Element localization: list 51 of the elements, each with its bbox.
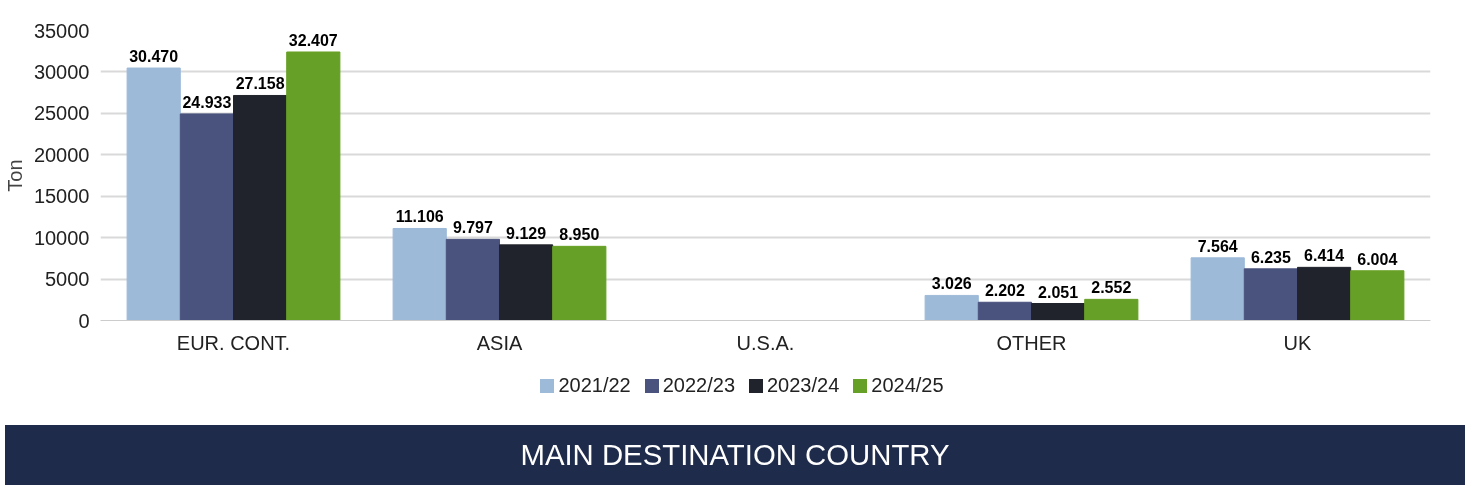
bar [1084,298,1139,321]
data-label: 9.129 [506,224,547,242]
x-tick-label: EUR. CONT. [176,331,291,354]
bar [286,51,341,321]
data-label: 32.407 [288,31,338,49]
bar [977,301,1032,321]
data-label: 27.158 [235,75,285,93]
bar [445,238,500,321]
data-label: 9.797 [452,219,494,237]
y-tick-label: 35000 [33,19,90,42]
data-label: 8.950 [559,226,600,244]
bar [126,67,181,321]
y-axis-title: Ton [3,159,26,192]
data-label: 30.470 [129,48,179,66]
bar [392,227,447,321]
data-label: 7.564 [1197,237,1238,255]
legend-label: 2023/24 [767,374,840,396]
data-label: 6.414 [1304,247,1345,265]
y-tick-label: 20000 [33,143,90,166]
text: MAIN DESTINATION COUNTRY [520,437,950,473]
data-label: 2.051 [1038,283,1079,301]
bar [552,245,607,321]
legend-label: 2021/22 [558,374,631,396]
data-label: 24.933 [182,93,232,111]
bar [499,244,554,321]
x-tick-label: U.S.A. [736,331,795,354]
y-tick-label: 25000 [33,102,90,125]
data-label: 11.106 [395,208,444,226]
y-tick-label: 0 [78,309,90,332]
bar [1297,266,1352,321]
data-label: 2.202 [984,282,1026,300]
x-tick-label: UK [1283,331,1313,354]
data-label: 2.552 [1091,279,1132,297]
legend-label: 2022/23 [662,374,735,396]
x-tick-label: ASIA [476,331,523,354]
bar [1243,268,1298,321]
y-tick-label: 10000 [33,226,90,249]
data-label: 3.026 [931,275,972,293]
bar [1190,257,1245,321]
data-label: 6.004 [1357,250,1398,268]
bar [924,294,979,321]
bar [233,94,288,321]
x-tick-label: OTHER [996,331,1067,354]
y-tick-label: 5000 [45,268,90,291]
y-tick-label: 30000 [33,60,90,83]
y-tick-label: 15000 [33,185,90,208]
bar [1350,270,1405,321]
legend-label: 2024/25 [871,374,944,396]
data-label: 6.235 [1250,248,1292,266]
bar [1031,303,1086,321]
bar [179,113,234,321]
